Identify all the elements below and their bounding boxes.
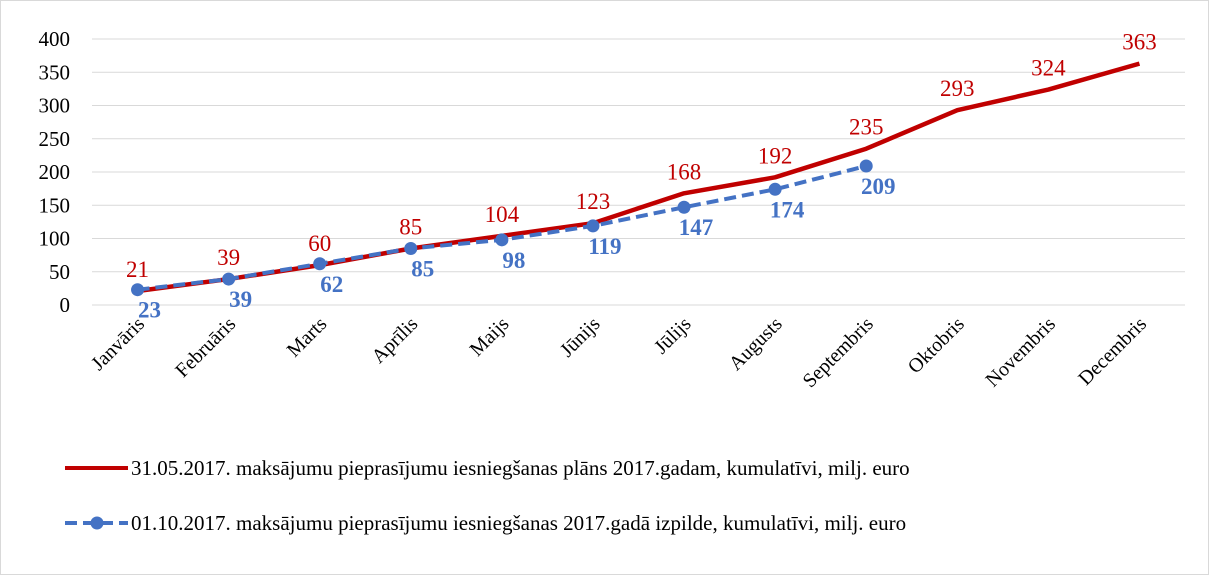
y-tick-label: 400 [39,27,71,51]
legend-marker [90,516,104,530]
data-label: 62 [320,272,343,297]
legend-label: 01.10.2017. maksājumu pieprasījumu iesni… [131,511,906,535]
data-label: 293 [940,76,975,101]
data-label: 39 [217,245,240,270]
y-tick-label: 300 [39,94,71,118]
data-label: 123 [576,189,611,214]
marker [313,257,327,271]
y-tick-label: 350 [39,60,71,84]
data-label: 363 [1122,30,1157,55]
marker [677,200,691,214]
data-label: 104 [485,202,520,227]
data-label: 98 [502,248,525,273]
data-label: 174 [770,197,805,222]
plot [131,61,1141,297]
data-label: 85 [399,214,422,239]
marker [859,159,873,173]
data-label: 23 [138,298,161,323]
data-label: 209 [861,174,896,199]
y-tick-label: 50 [49,260,70,284]
marker [131,283,145,297]
data-label: 168 [667,159,702,184]
y-tick-label: 150 [39,193,71,217]
y-tick-label: 200 [39,160,71,184]
marker [222,272,236,286]
data-label: 192 [758,143,793,168]
data-label: 147 [679,215,714,240]
data-label: 39 [229,287,252,312]
data-label: 235 [849,115,884,140]
y-tick-label: 100 [39,227,71,251]
y-tick-label: 250 [39,127,71,151]
legend-label: 31.05.2017. maksājumu pieprasījumu iesni… [131,456,910,480]
marker [495,233,509,247]
y-tick-label: 0 [60,293,71,317]
data-label: 324 [1031,56,1066,81]
data-label: 85 [411,256,434,281]
marker [586,219,600,233]
marker [768,182,782,196]
data-label: 21 [126,257,149,282]
data-label: 60 [308,231,331,256]
marker [404,241,418,255]
data-label: 119 [588,234,621,259]
